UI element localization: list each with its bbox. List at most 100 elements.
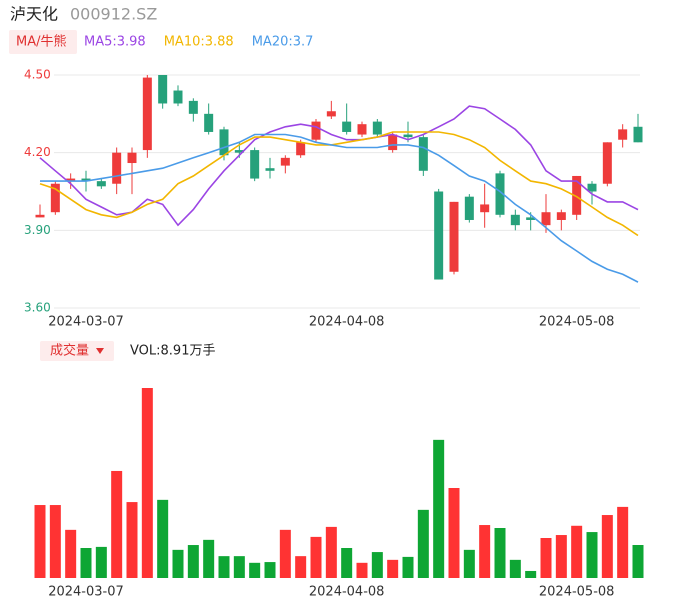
volume-bar xyxy=(632,545,644,578)
candle-body xyxy=(173,90,183,104)
dropdown-icon[interactable] xyxy=(96,348,104,354)
volume-title[interactable]: 成交量 xyxy=(50,343,89,359)
volume-bar xyxy=(601,515,613,578)
candle-body xyxy=(296,142,306,156)
volume-bar xyxy=(463,549,475,578)
volume-bar xyxy=(111,470,123,578)
x-tick-label: 2024-04-08 xyxy=(309,585,385,600)
volume-bar xyxy=(617,506,629,578)
candle-body xyxy=(342,121,352,132)
candle-body xyxy=(556,212,566,220)
volume-bar xyxy=(586,532,598,578)
volume-bar xyxy=(203,539,215,578)
candle-body xyxy=(280,157,290,166)
chart-subtitle: 000912.SZ xyxy=(70,5,157,24)
legend-title-box[interactable] xyxy=(9,30,77,54)
candle-body xyxy=(127,152,137,164)
candle-body xyxy=(587,183,597,192)
candle-body xyxy=(142,77,152,151)
y-tick-label: 3.60 xyxy=(24,301,51,315)
candle-body xyxy=(526,217,536,220)
volume-bar xyxy=(325,526,337,578)
x-tick-label: 2024-05-08 xyxy=(539,315,615,330)
candle-body xyxy=(372,121,382,135)
candle-body xyxy=(510,214,520,226)
volume-bar xyxy=(172,549,184,578)
volume-bar xyxy=(279,529,291,578)
volume-bar xyxy=(141,388,153,578)
candle-body xyxy=(495,173,505,215)
legend-entry: MA10:3.88 xyxy=(164,35,234,50)
volume-bar xyxy=(479,525,491,578)
volume-bar xyxy=(34,505,46,578)
volume-bar xyxy=(310,536,322,578)
y-tick-label: 3.90 xyxy=(24,223,51,237)
x-tick-label: 2024-05-08 xyxy=(539,585,615,600)
volume-bar xyxy=(126,502,138,578)
legend-entry: MA5:3.98 xyxy=(84,35,146,50)
candle-body xyxy=(618,129,628,140)
volume-bar xyxy=(571,525,583,578)
volume-bar xyxy=(264,562,276,578)
volume-bar xyxy=(65,529,77,578)
volume-bar xyxy=(80,548,92,578)
x-tick-label: 2024-04-08 xyxy=(309,315,385,330)
volume-bar xyxy=(187,545,199,578)
volume-bar xyxy=(402,556,414,578)
volume-bar xyxy=(295,556,307,578)
candle-body xyxy=(81,178,91,182)
candle-body xyxy=(434,191,444,280)
volume-bar xyxy=(509,559,521,578)
ma-line xyxy=(40,133,639,283)
y-tick-label: 4.20 xyxy=(24,145,51,159)
chart-title: 泸天化 xyxy=(10,5,58,24)
legend-title[interactable]: MA/牛熊 xyxy=(16,34,67,50)
candle-body xyxy=(633,126,643,143)
candle-body xyxy=(219,129,229,156)
volume-bar xyxy=(417,509,429,578)
volume-bar xyxy=(233,556,245,578)
y-tick-label: 4.50 xyxy=(24,68,51,82)
candle-body xyxy=(234,150,244,153)
legend-entry: MA20:3.7 xyxy=(252,35,314,50)
candle-body xyxy=(66,178,76,182)
candle-body xyxy=(204,113,214,132)
candle-body xyxy=(326,111,336,117)
volume-bar xyxy=(433,439,445,578)
volume-bar xyxy=(249,562,261,578)
volume-label: VOL:8.91万手 xyxy=(130,344,215,359)
candle-body xyxy=(96,181,106,187)
ma-line xyxy=(39,105,639,227)
volume-bar xyxy=(448,488,460,578)
volume-bar xyxy=(157,499,169,578)
volume-bar xyxy=(49,505,61,578)
candle-body xyxy=(418,137,428,171)
volume-bar xyxy=(555,535,567,578)
candle-body xyxy=(541,212,551,226)
volume-bar xyxy=(494,528,506,578)
x-tick-label: 2024-03-07 xyxy=(48,585,124,600)
ma-line xyxy=(39,131,639,237)
volume-bar xyxy=(540,538,552,578)
volume-bar xyxy=(525,570,537,578)
candle-body xyxy=(464,196,474,220)
candle-body xyxy=(35,214,45,218)
volume-bar xyxy=(371,552,383,578)
candle-body xyxy=(158,75,168,104)
candle-body xyxy=(357,124,367,135)
candle-body xyxy=(403,134,413,138)
candle-body xyxy=(449,201,459,272)
volume-title-box[interactable] xyxy=(40,341,114,361)
x-tick-label: 2024-03-07 xyxy=(48,315,124,330)
volume-bar xyxy=(95,546,107,578)
volume-bar xyxy=(356,562,368,578)
candle-body xyxy=(480,204,490,213)
candle-body xyxy=(572,175,582,215)
candle-body xyxy=(188,100,198,114)
candle-body xyxy=(311,121,321,140)
volume-bar xyxy=(341,548,353,578)
volume-bar xyxy=(218,556,230,578)
candle-body xyxy=(265,168,275,171)
volume-bar xyxy=(387,559,399,578)
